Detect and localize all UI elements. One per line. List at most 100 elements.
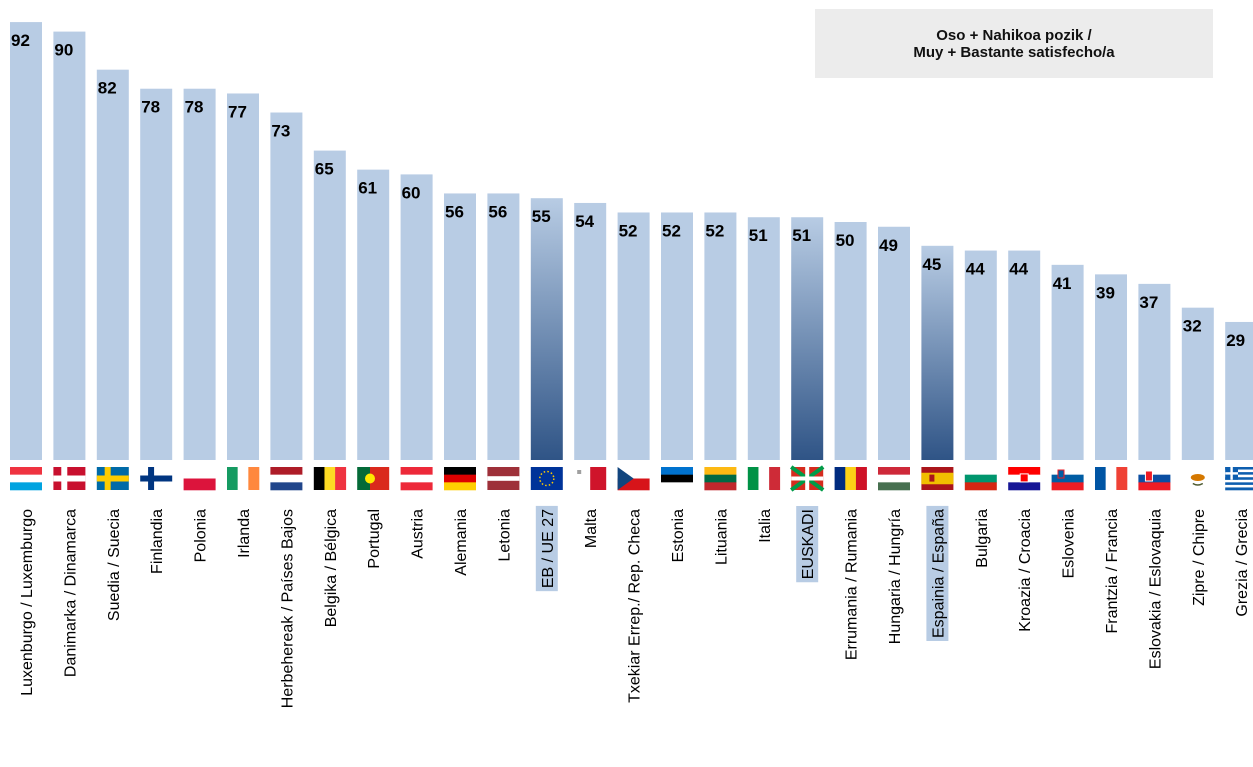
value-label-basque: 51	[792, 226, 811, 245]
category-label-group-romania: Errumania / Rumania	[844, 509, 861, 660]
legend-line-2: Muy + Bastante satisfecho/a	[913, 43, 1115, 61]
category-label-group-croatia: Kroazia / Croacia	[1017, 509, 1034, 632]
category-label-eu: EB / UE 27	[540, 509, 557, 588]
bar-malta	[574, 202, 607, 460]
bar-belgium	[313, 150, 346, 460]
category-label-group-denmark: Danimarka / Dinamarca	[62, 509, 79, 677]
value-label-austria: 60	[402, 183, 421, 202]
bar-basque	[791, 217, 824, 460]
flag-cyprus-icon	[1181, 467, 1214, 490]
flag-hungary-icon	[878, 467, 910, 491]
category-label-group-finland: Finlandia	[149, 509, 166, 574]
value-label-slovenia: 41	[1053, 274, 1072, 293]
value-label-germany: 56	[445, 202, 464, 221]
category-label-finland: Finlandia	[149, 509, 166, 574]
category-label-group-slovakia: Eslovakia / Eslovaquia	[1147, 509, 1164, 669]
category-label-group-eu: EB / UE 27	[535, 505, 558, 592]
category-label-bulgaria: Bulgaria	[974, 509, 991, 568]
category-label-denmark: Danimarka / Dinamarca	[62, 509, 79, 677]
category-label-group-portugal: Portugal	[366, 509, 383, 569]
category-label-greece: Grezia / Grecia	[1234, 509, 1251, 617]
value-label-netherlands: 73	[271, 122, 290, 141]
bar-slovenia	[1051, 264, 1084, 460]
flag-netherlands-icon	[270, 467, 303, 491]
category-label-group-latvia: Letonia	[496, 509, 513, 562]
category-label-belgium: Belgika / Bélgica	[323, 509, 340, 627]
bar-denmark	[53, 31, 86, 460]
flag-malta-icon	[574, 467, 607, 490]
value-label-finland: 78	[141, 98, 160, 117]
category-label-estonia: Estonia	[670, 509, 687, 562]
category-label-group-basque: EUSKADI	[796, 506, 819, 583]
bar-latvia	[487, 193, 520, 460]
flag-romania-icon	[834, 467, 867, 490]
category-label-spain: Espainia / España	[930, 509, 947, 638]
category-label-slovenia: Eslovenia	[1061, 509, 1078, 578]
category-label-group-bulgaria: Bulgaria	[974, 509, 991, 568]
flag-germany-icon	[444, 467, 476, 491]
category-label-group-sweden: Suedia / Suecia	[106, 509, 123, 621]
bar-czech	[617, 212, 650, 460]
category-label-group-ireland: Irlanda	[236, 509, 253, 558]
value-label-bulgaria: 44	[966, 260, 985, 279]
value-label-cyprus: 32	[1183, 317, 1202, 336]
category-label-group-poland: Polonia	[193, 509, 210, 562]
category-label-malta: Malta	[583, 509, 600, 548]
category-label-group-luxembourg: Luxenburgo / Luxemburgo	[19, 509, 36, 696]
value-label-denmark: 90	[54, 41, 73, 60]
category-label-group-austria: Austria	[410, 509, 427, 559]
category-label-group-belgium: Belgika / Bélgica	[323, 509, 340, 627]
flag-poland-icon	[183, 467, 216, 491]
legend-box: Oso + Nahikoa pozik / Muy + Bastante sat…	[815, 9, 1213, 78]
category-label-austria: Austria	[410, 509, 427, 559]
bar-finland	[140, 88, 173, 460]
flag-slovenia-icon	[1051, 467, 1084, 491]
bar-cyprus	[1181, 307, 1214, 460]
category-label-group-netherlands: Herbehereak / Países Bajos	[279, 509, 296, 708]
flag-basque-icon	[790, 465, 825, 492]
value-label-belgium: 65	[315, 160, 334, 179]
value-label-romania: 50	[836, 231, 855, 250]
category-label-croatia: Kroazia / Croacia	[1017, 509, 1034, 632]
category-label-czech: Txekiar Errep./ Rep. Checa	[627, 509, 644, 703]
value-label-latvia: 56	[488, 202, 507, 221]
flag-slovakia-icon	[1138, 467, 1171, 491]
flag-ireland-icon	[227, 467, 260, 490]
flag-belgium-icon	[313, 467, 347, 490]
value-label-estonia: 52	[662, 221, 681, 240]
flag-sweden-icon	[96, 467, 129, 490]
category-label-latvia: Letonia	[496, 509, 513, 562]
category-label-group-slovenia: Eslovenia	[1061, 509, 1078, 578]
bar-hungary	[878, 226, 910, 460]
category-label-group-malta: Malta	[583, 509, 600, 548]
bar-bulgaria	[964, 250, 997, 460]
bar-croatia	[1008, 250, 1041, 460]
bar-germany	[444, 193, 476, 460]
bar-ireland	[227, 93, 259, 460]
value-label-croatia: 44	[1009, 260, 1028, 279]
category-label-germany: Alemania	[453, 509, 470, 576]
flag-denmark-icon	[53, 467, 86, 490]
value-label-ireland: 77	[228, 102, 247, 121]
category-label-luxembourg: Luxenburgo / Luxemburgo	[19, 509, 36, 696]
category-highlight-spain	[926, 505, 949, 641]
value-label-slovakia: 37	[1139, 293, 1158, 312]
category-label-basque: EUSKADI	[800, 509, 817, 579]
value-label-poland: 78	[185, 98, 204, 117]
category-label-ireland: Irlanda	[236, 509, 253, 558]
flag-france-icon	[1095, 467, 1128, 490]
flag-estonia-icon	[661, 467, 693, 491]
value-label-portugal: 61	[358, 179, 377, 198]
category-highlight-eu	[535, 505, 558, 592]
flag-finland-icon	[140, 467, 173, 490]
flag-italy-icon	[747, 467, 781, 490]
bar-france	[1095, 274, 1127, 460]
flag-greece-icon	[1225, 467, 1253, 491]
flag-spain-icon	[921, 467, 954, 490]
bar-slovakia	[1138, 283, 1171, 460]
value-label-luxembourg: 92	[11, 31, 30, 50]
category-label-sweden: Suedia / Suecia	[106, 509, 123, 621]
category-label-france: Frantzia / Francia	[1104, 509, 1121, 634]
flag-bulgaria-icon	[964, 467, 997, 491]
bar-greece	[1225, 321, 1253, 460]
